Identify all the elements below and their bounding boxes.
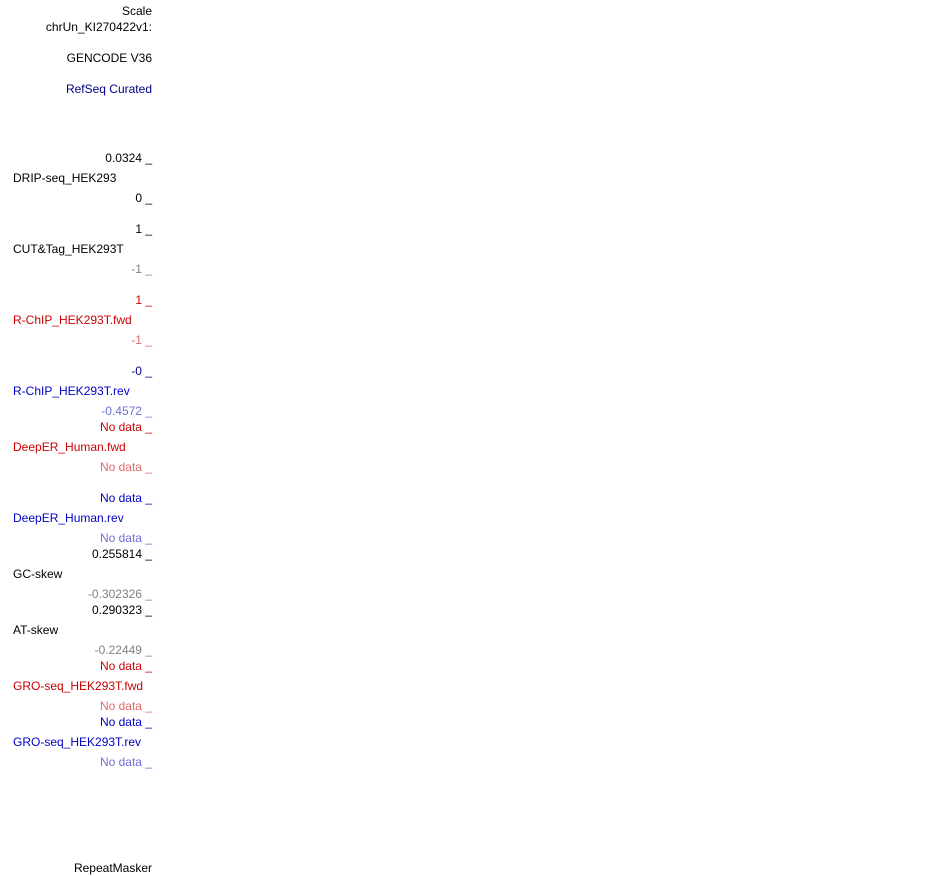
at-skew-min-label: -0.22449 _ [94, 643, 152, 657]
at-skew-track-name[interactable]: AT-skew [13, 623, 59, 637]
r-chip-rev-max-label: -0 _ [131, 364, 152, 378]
drip-seq-min-label: 0 _ [135, 191, 152, 205]
deeper-rev-max-label: No data _ [99, 491, 152, 505]
gro-seq-fwd-min-label: No data _ [99, 699, 152, 713]
gc-skew-min-label: -0.302326 _ [87, 587, 152, 601]
gro-seq-rev-track-name[interactable]: GRO-seq_HEK293T.rev [13, 735, 142, 749]
gro-seq-rev-min-label: No data _ [99, 755, 152, 769]
r-chip-fwd-min-label: -1 _ [131, 333, 152, 347]
r-chip-fwd-max-label: 1 _ [135, 293, 152, 307]
scale-label: Scale [121, 4, 152, 18]
r-chip-rev-min-label: -0.4572 _ [101, 404, 152, 418]
cut-tag-max-label: 1 _ [135, 222, 152, 236]
gro-seq-fwd-max-label: No data _ [99, 659, 152, 673]
r-chip-fwd-track-name[interactable]: R-ChIP_HEK293T.fwd [13, 313, 132, 327]
cut-tag-track-name[interactable]: CUT&Tag_HEK293T [13, 242, 124, 256]
deeper-fwd-max-label: No data _ [99, 420, 152, 434]
deeper-rev-min-label: No data _ [99, 531, 152, 545]
deeper-rev-track-name[interactable]: DeepER_Human.rev [13, 511, 124, 525]
gro-seq-rev-max-label: No data _ [99, 715, 152, 729]
r-chip-rev-track-name[interactable]: R-ChIP_HEK293T.rev [13, 384, 130, 398]
deeper-fwd-min-label: No data _ [99, 460, 152, 474]
drip-seq-track-name[interactable]: DRIP-seq_HEK293 [13, 171, 117, 185]
cut-tag-min-label: -1 _ [131, 262, 152, 276]
gc-skew-max-label: 0.255814 _ [91, 547, 152, 561]
deeper-fwd-track-name[interactable]: DeepER_Human.fwd [13, 440, 126, 454]
refseq-track-label[interactable]: RefSeq Curated [65, 82, 152, 96]
repeatmasker-track-label[interactable]: RepeatMasker [73, 861, 152, 875]
drip-seq-max-label: 0.0324 _ [105, 151, 152, 165]
at-skew-max-label: 0.290323 _ [91, 603, 152, 617]
gc-skew-track-name[interactable]: GC-skew [13, 567, 63, 581]
chromosome-label: chrUn_KI270422v1: [45, 20, 152, 34]
gro-seq-fwd-track-name[interactable]: GRO-seq_HEK293T.fwd [13, 679, 144, 693]
gencode-track-label[interactable]: GENCODE V36 [66, 51, 152, 65]
